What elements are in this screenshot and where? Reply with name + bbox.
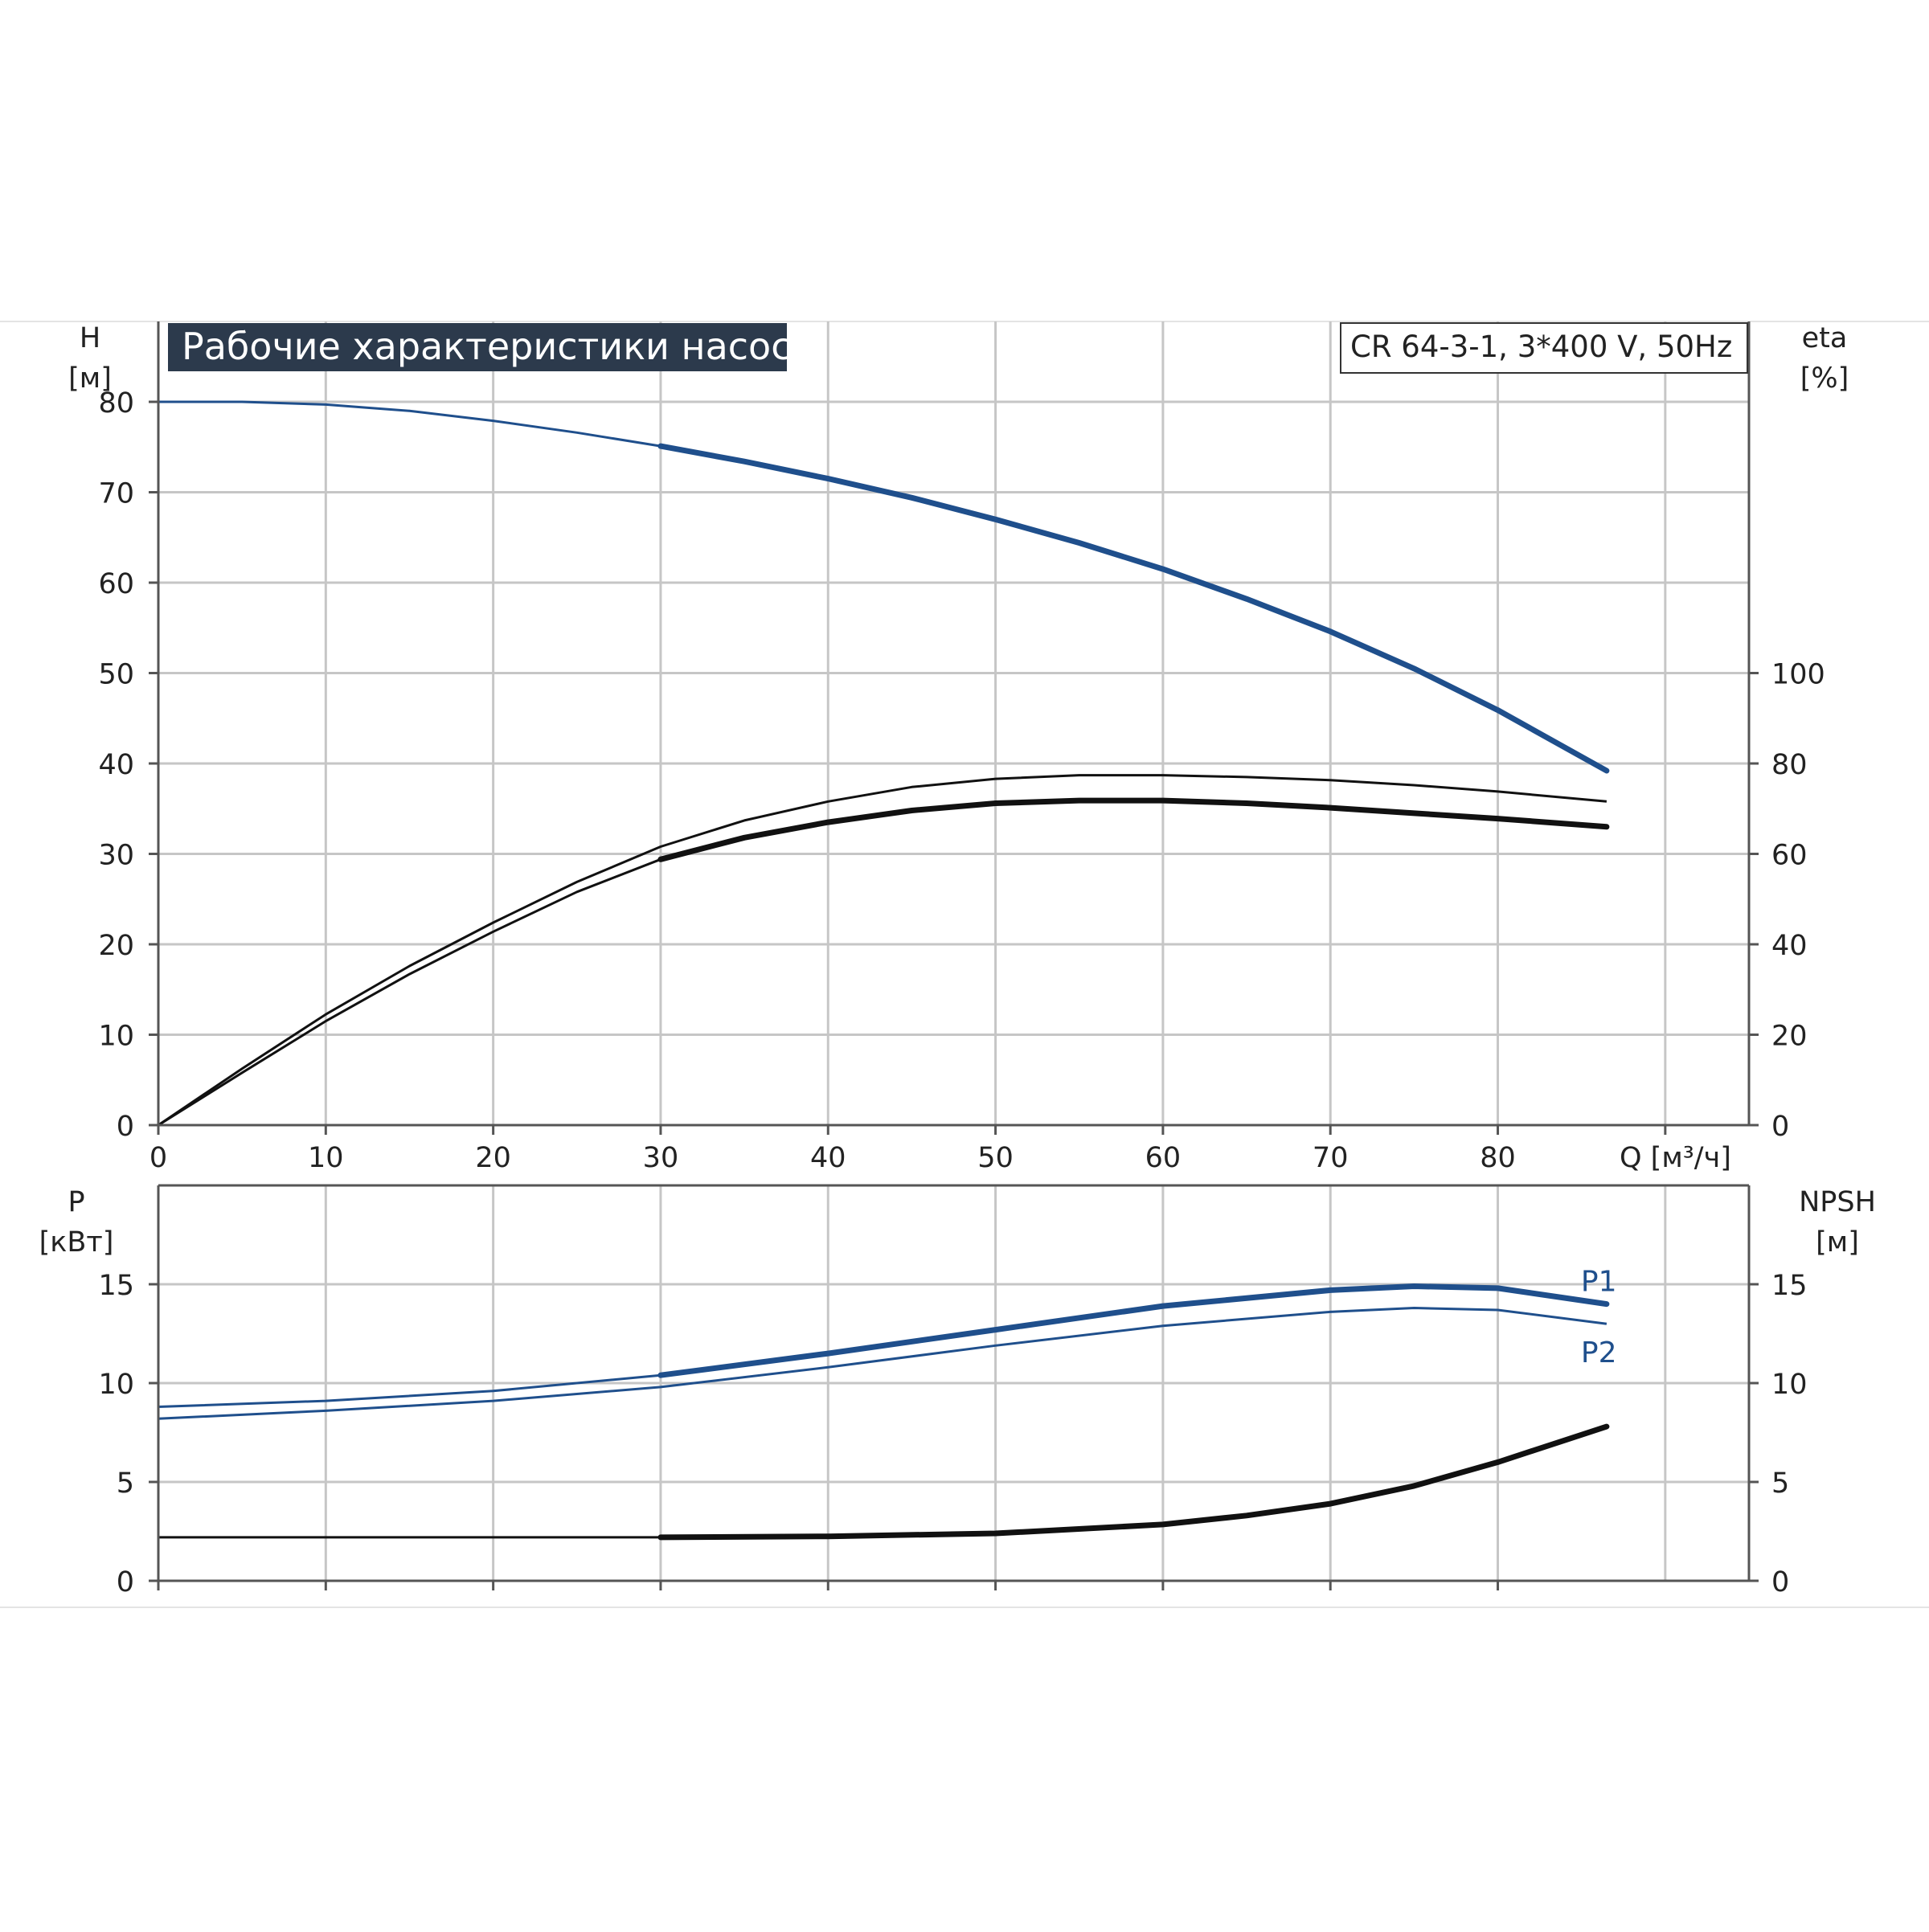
right-tick-label: 15 xyxy=(1771,1270,1808,1302)
chart-title: Рабочие характеристики насоса xyxy=(182,325,814,368)
left-axis-unit: [кВт] xyxy=(39,1226,114,1259)
x-tick-label: 40 xyxy=(810,1142,846,1174)
model-label-box: CR 64-3-1, 3*400 V, 50Hz xyxy=(1340,322,1748,374)
right-tick-label: 0 xyxy=(1771,1566,1789,1598)
x-tick-label: 10 xyxy=(308,1142,344,1174)
right-tick-label: 0 xyxy=(1771,1111,1789,1143)
right-axis-unit: [%] xyxy=(1800,362,1849,395)
left-axis-unit: [м] xyxy=(68,362,112,395)
x-tick-label: 30 xyxy=(643,1142,679,1174)
left-axis-title: H xyxy=(80,322,100,354)
x-tick-label: 20 xyxy=(475,1142,511,1174)
left-tick-label: 10 xyxy=(98,1021,134,1053)
right-tick-label: 20 xyxy=(1771,1021,1808,1053)
left-tick-label: 20 xyxy=(98,930,134,962)
series-duty-range-0 xyxy=(657,1283,1610,1378)
series-label-p1: P1 xyxy=(1581,1266,1617,1299)
series-label-p2: P2 xyxy=(1581,1336,1617,1369)
header-title-box: Рабочие характеристики насоса xyxy=(168,323,814,371)
left-tick-label: 30 xyxy=(98,840,134,872)
right-axis-title: eta xyxy=(1802,322,1848,354)
left-tick-label: 15 xyxy=(98,1270,134,1302)
x-tick-label: 60 xyxy=(1145,1142,1182,1174)
left-axis-title: P xyxy=(68,1186,84,1218)
right-tick-label: 100 xyxy=(1771,659,1825,691)
x-tick-label: 0 xyxy=(149,1142,167,1174)
series-line-1 xyxy=(158,774,1608,1127)
right-tick-label: 40 xyxy=(1771,930,1808,962)
right-tick-label: 80 xyxy=(1771,749,1808,781)
x-tick-label: 80 xyxy=(1480,1142,1516,1174)
x-axis-label: Q [м³/ч] xyxy=(1620,1142,1731,1174)
left-tick-label: 60 xyxy=(98,568,134,600)
series-duty-range-0 xyxy=(657,443,1610,774)
left-tick-label: 10 xyxy=(98,1369,134,1401)
right-axis-unit: [м] xyxy=(1816,1226,1859,1259)
right-tick-label: 10 xyxy=(1771,1369,1808,1401)
series-duty-range-2 xyxy=(657,1423,1610,1541)
left-tick-label: 50 xyxy=(98,659,134,691)
p2-series-line-1 xyxy=(158,1307,1608,1420)
left-tick-label: 40 xyxy=(98,749,134,781)
left-tick-label: 70 xyxy=(98,478,134,510)
x-tick-label: 70 xyxy=(1313,1142,1349,1174)
left-tick-label: 0 xyxy=(117,1566,134,1598)
series-duty-range-2 xyxy=(657,797,1610,862)
x-tick-label: 50 xyxy=(977,1142,1014,1174)
right-tick-label: 60 xyxy=(1771,840,1808,872)
left-tick-label: 0 xyxy=(117,1111,134,1143)
right-axis-title: NPSH xyxy=(1799,1186,1876,1218)
model-label: CR 64-3-1, 3*400 V, 50Hz xyxy=(1350,330,1732,364)
left-tick-label: 5 xyxy=(117,1467,134,1500)
right-tick-label: 5 xyxy=(1771,1467,1789,1500)
left-tick-label: 80 xyxy=(98,387,134,420)
